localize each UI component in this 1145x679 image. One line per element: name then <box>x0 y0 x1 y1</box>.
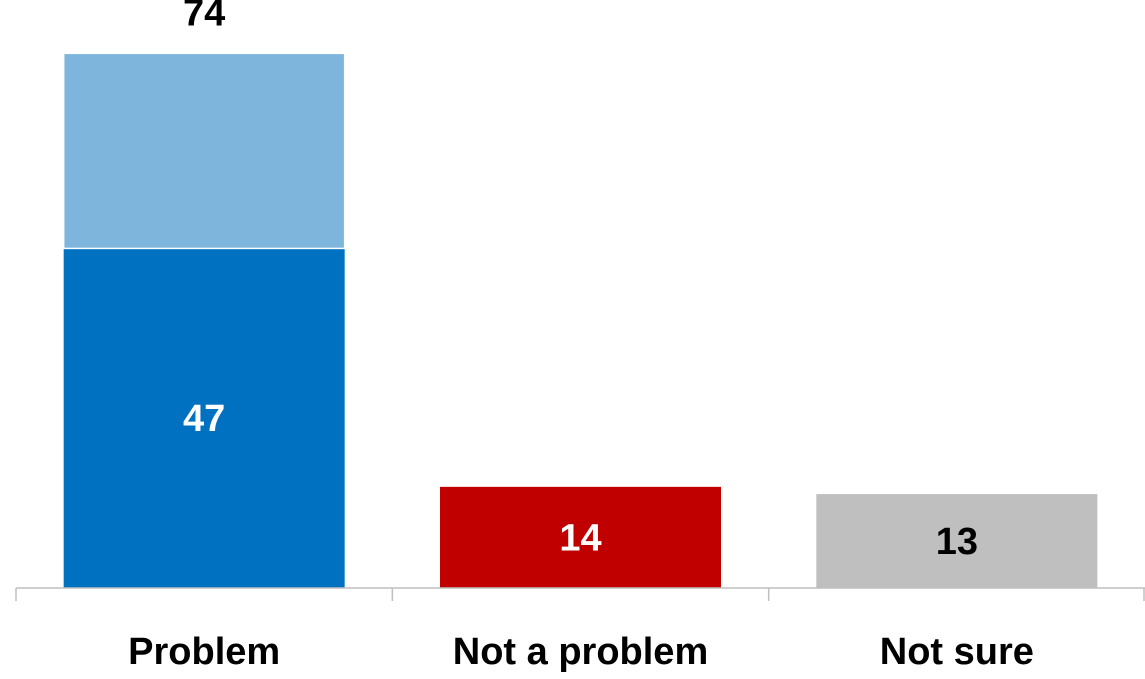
category-label-problem: Problem <box>128 631 280 673</box>
bars-layer <box>62 52 1098 589</box>
data-label-not-a-problem: 14 <box>559 517 601 559</box>
category-label-not-sure: Not sure <box>880 631 1034 673</box>
bar-problem-segment-1 <box>63 248 345 589</box>
data-label-problem: 47 <box>183 398 225 440</box>
data-label-not-sure: 13 <box>936 521 978 563</box>
bar-not-a-problem-segment-1 <box>440 486 721 588</box>
labels-layer: 47 74 Problem 14 Not a problem 13 Not sure <box>128 0 1034 673</box>
total-label-problem: 74 <box>183 0 225 34</box>
bar-problem-segment-2 <box>62 52 346 250</box>
x-axis <box>15 587 1145 601</box>
category-label-not-a-problem: Not a problem <box>453 631 708 673</box>
bar-not-sure-segment-1 <box>816 494 1098 588</box>
